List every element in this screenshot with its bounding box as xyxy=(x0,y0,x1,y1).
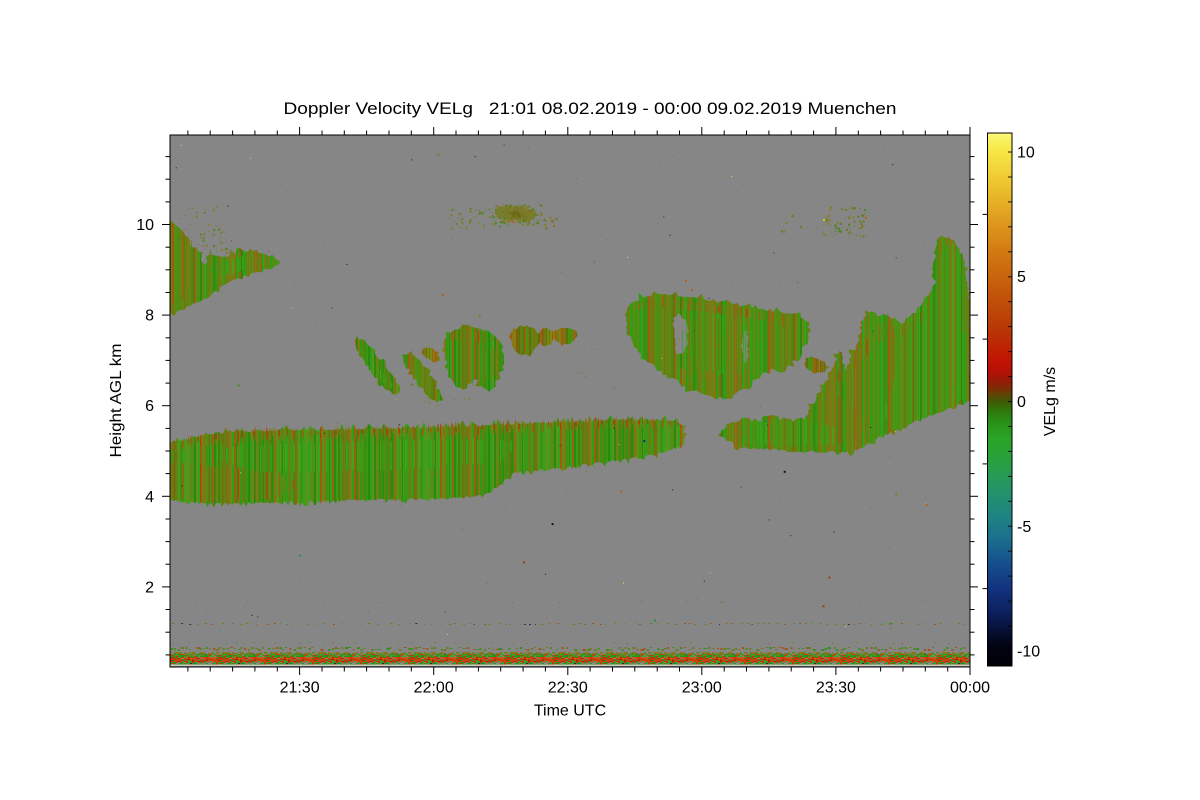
svg-text:0: 0 xyxy=(1017,394,1026,411)
svg-text:VELg m/s: VELg m/s xyxy=(1042,367,1059,436)
svg-text:00:00: 00:00 xyxy=(950,680,990,697)
svg-text:-10: -10 xyxy=(1017,644,1040,661)
svg-text:4: 4 xyxy=(145,489,154,506)
svg-text:2: 2 xyxy=(145,579,154,596)
svg-text:8: 8 xyxy=(145,308,154,325)
svg-text:10: 10 xyxy=(1017,145,1035,162)
svg-text:6: 6 xyxy=(145,398,154,415)
svg-text:5: 5 xyxy=(1017,269,1026,286)
svg-text:22:30: 22:30 xyxy=(548,680,588,697)
svg-text:Height AGL km: Height AGL km xyxy=(108,344,125,458)
svg-text:23:30: 23:30 xyxy=(816,680,856,697)
svg-text:21:30: 21:30 xyxy=(280,680,320,697)
svg-text:-5: -5 xyxy=(1017,519,1031,536)
svg-text:10: 10 xyxy=(136,217,154,234)
svg-text:Doppler Velocity VELg 21:01: Doppler Velocity VELg 21:01 08.02.2019 -… xyxy=(284,99,897,118)
svg-text:Time UTC: Time UTC xyxy=(534,703,606,720)
svg-text:22:00: 22:00 xyxy=(414,680,454,697)
svg-text:23:00: 23:00 xyxy=(682,680,722,697)
